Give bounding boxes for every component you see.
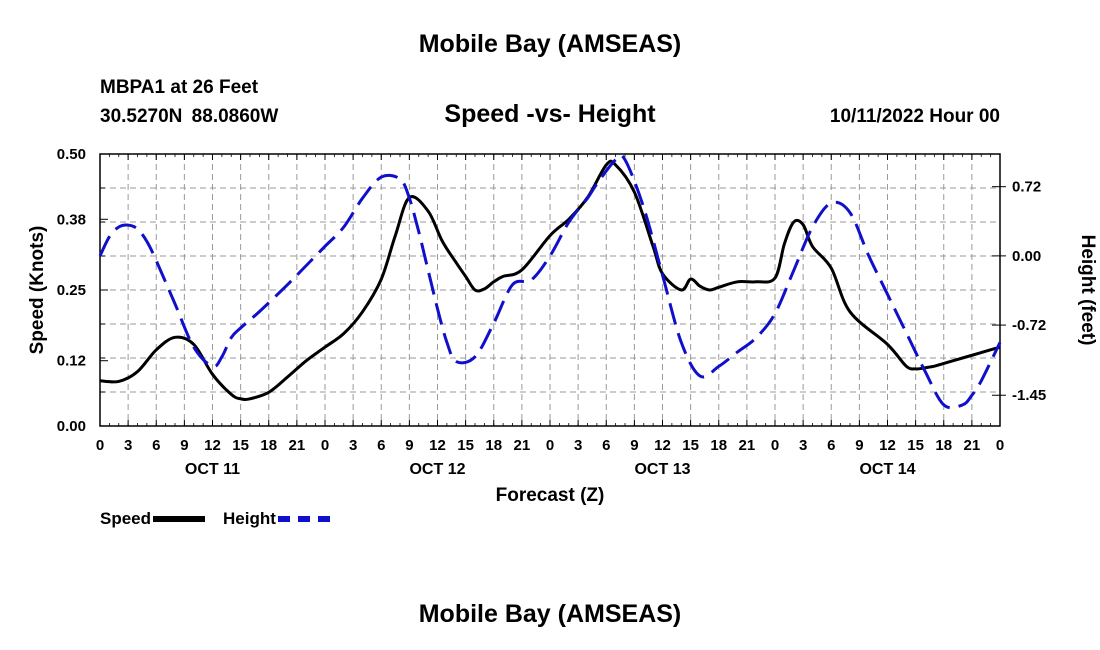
x-tick-label: 9 [630,437,638,454]
x-tick-label: 3 [574,437,582,454]
day-label: OCT 12 [409,461,465,478]
x-tick-label: 6 [602,437,610,454]
grid-lines [100,154,1000,426]
x-tick-label: 9 [405,437,413,454]
x-tick-label: 3 [124,437,132,454]
day-label: OCT 13 [634,461,690,478]
legend-swatch-height [277,516,330,522]
day-label: OCT 14 [859,461,915,478]
x-tick-label: 0 [996,437,1004,454]
x-tick-label: 0 [546,437,554,454]
x-tick-label: 12 [879,437,896,454]
station-label: MBPA1 at 26 Feet [100,77,259,98]
x-tick-label: 21 [514,437,531,454]
y-left-tick-label: 0.00 [57,418,86,435]
x-tick-label: 15 [232,437,249,454]
x-tick-label: 0 [771,437,779,454]
x-tick-label: 21 [289,437,306,454]
footer-title: Mobile Bay (AMSEAS) [418,600,682,628]
legend-item-speed: Speed [100,509,206,529]
x-tick-label: 0 [96,437,104,454]
legend-item-height: Height [223,509,330,529]
chart-subtitle: Speed -vs- Height [444,100,656,128]
x-tick-label: 9 [855,437,863,454]
plot-frame [99,153,1001,427]
x-tick-label: 18 [710,437,727,454]
y-left-tick-label: 0.50 [57,146,86,163]
y-left-tick-label: 0.25 [57,282,86,299]
x-tick-label: 3 [799,437,807,454]
x-tick-label: 21 [739,437,756,454]
y-left-tick-label: 0.38 [57,211,86,228]
x-tick-label: 9 [180,437,188,454]
x-tick-label: 6 [827,437,835,454]
y-right-tick-label: 0.00 [1012,248,1041,265]
x-tick-label: 18 [935,437,952,454]
x-tick-label: 15 [682,437,699,454]
y-left-tick-label: 0.12 [57,353,86,370]
x-tick-label: 21 [964,437,981,454]
legend-label-height: Height [223,509,276,528]
x-tick-label: 6 [152,437,160,454]
x-tick-label: 3 [349,437,357,454]
axis-labels: 0 3 6 9 12 15 18 21 0 3 6 9 12 15 18 21 0 3 6 9 12 15 18 21 0 3 6 9… [27,146,1098,506]
chart-main-title: Mobile Bay (AMSEAS) [418,30,682,58]
y-right-tick-label: -0.72 [1012,317,1046,334]
legend-swatch-speed [153,516,206,522]
x-tick-label: 15 [907,437,924,454]
station-coordinates: 30.5270N 88.0860W [100,106,279,127]
y-right-axis-title: Height (feet) [1077,235,1098,346]
x-tick-label: 0 [321,437,329,454]
x-tick-label: 12 [654,437,671,454]
legend-label-speed: Speed [100,509,152,528]
x-axis-title: Forecast (Z) [496,485,605,506]
x-tick-label: 18 [260,437,277,454]
series-lines [98,153,1002,410]
forecast-datetime: 10/11/2022 Hour 00 [829,106,1000,127]
series-line-height [98,153,1002,410]
x-tick-label: 12 [429,437,446,454]
x-tick-label: 6 [377,437,385,454]
x-tick-label: 15 [457,437,474,454]
legend: Speed Height [100,509,348,529]
x-tick-label: 18 [485,437,502,454]
x-tick-label: 12 [204,437,221,454]
speed-height-chart: 0 3 6 9 12 15 18 21 0 3 6 9 12 15 18 21 0 3 6 9 12 15 18 21 0 3 6 9… [27,146,1098,506]
y-right-tick-label: -1.45 [1012,387,1046,404]
y-left-axis-title: Speed (Knots) [27,226,48,355]
y-right-tick-label: 0.72 [1012,179,1041,196]
day-label: OCT 11 [185,461,240,478]
